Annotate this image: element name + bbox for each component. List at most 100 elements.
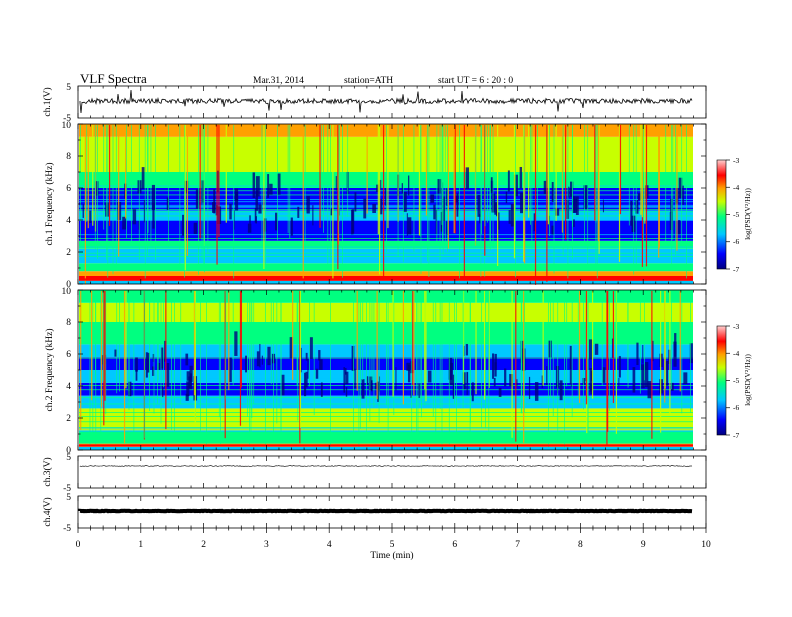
spectrogram-spike: [372, 291, 373, 380]
spectrogram-spike: [247, 291, 248, 417]
ch1-cb-tick-m4: -4: [733, 183, 739, 192]
spectrogram-band: [79, 290, 693, 303]
spectrogram-spike: [568, 125, 569, 279]
spectrogram-spike: [481, 125, 482, 234]
spectrogram-tone-line: [79, 261, 693, 262]
spectrogram-tone-line: [79, 404, 693, 405]
spectrogram-dark-patch: [673, 342, 676, 367]
spectrogram-spike: [564, 291, 565, 448]
spectrogram-dark-patch: [492, 353, 494, 378]
spectrogram-spike: [147, 125, 148, 256]
spectrogram-tone-line: [79, 206, 693, 207]
spectrogram-tone-line: [79, 428, 693, 429]
spectrogram-dark-patch: [363, 199, 366, 219]
date-label: Mar.31, 2014: [253, 76, 304, 86]
spectrogram-spike: [288, 125, 289, 233]
spectrogram-dark-patch: [354, 192, 356, 211]
spectrogram-tone-line: [79, 375, 693, 376]
spectrogram-spike: [440, 291, 441, 409]
spectrogram-band: [79, 344, 693, 357]
spectrogram-spike: [490, 125, 491, 248]
ch2-cb-tick-m4: -4: [733, 349, 739, 358]
spectrogram-spike: [116, 291, 117, 393]
spectrogram-dark-patch: [234, 331, 237, 356]
spectrogram-spike: [671, 291, 672, 389]
spectrogram-spike: [273, 291, 274, 438]
spectrogram-dark-patch: [494, 378, 496, 386]
spectrogram-spike: [636, 125, 637, 269]
spectrogram-spike: [347, 125, 348, 217]
ch1-cb-tick-m6: -6: [733, 237, 739, 246]
spectrogram-spike: [360, 291, 361, 429]
ch2-colorbar-label: log(PSD(V²/Hz)): [743, 354, 752, 406]
spectrogram-spike: [587, 125, 588, 264]
spectrogram-spike: [171, 291, 172, 430]
spectrogram-dark-patch: [345, 372, 348, 385]
spectrogram-spike: [550, 291, 551, 398]
spectrogram-spike: [427, 125, 428, 261]
ch3-ytick-top: 5: [66, 453, 71, 463]
spectrogram-spike: [109, 125, 110, 226]
ch2-spectrogram-image: [79, 290, 693, 450]
spectrogram-spike: [420, 125, 421, 237]
spectrogram-spike: [672, 125, 673, 240]
spectrogram-tone-line: [79, 412, 693, 413]
spectrogram-spike: [549, 125, 550, 236]
spectrogram-spike: [548, 125, 549, 224]
spectrogram-spike: [158, 291, 159, 380]
x-tick-7: 7: [515, 540, 520, 550]
spectrogram-spike: [88, 125, 89, 228]
spectrogram-band: [79, 322, 693, 344]
ch1-ytick-top: 5: [66, 83, 71, 93]
spectrogram-spike: [553, 291, 554, 416]
spectrogram-spike: [476, 125, 477, 245]
spectrogram-dark-patch: [603, 200, 604, 213]
spectrogram-spike: [646, 125, 647, 266]
spectrogram-dark-patch: [402, 183, 403, 193]
spectrogram-spike: [456, 291, 457, 443]
spectrogram-tone-line: [79, 247, 693, 248]
spectrogram-spike: [606, 291, 607, 446]
spectrogram-spike: [411, 291, 412, 436]
spectrogram-spike: [113, 125, 114, 274]
spectrogram-spike: [602, 291, 603, 386]
spectrogram-spike: [233, 291, 234, 385]
spectrogram-spike: [185, 125, 186, 270]
spectrogram-dark-patch: [407, 213, 408, 236]
spectrogram-spike: [92, 125, 93, 226]
spectrogram-spike: [330, 291, 331, 447]
ch1-cb-tick-m3: -3: [733, 156, 739, 165]
spectrogram-spike: [681, 291, 682, 413]
spectrogram-dark-patch: [509, 210, 511, 224]
spectrogram-spike: [481, 291, 482, 427]
spectrogram-dark-patch: [297, 207, 299, 218]
spectrogram-spike: [383, 125, 384, 279]
spectrogram-spike: [97, 125, 98, 259]
spectrogram-dark-patch: [630, 201, 632, 226]
spectrogram-spike: [528, 125, 529, 218]
spectrogram-spike: [353, 291, 354, 443]
spectrogram-spike: [680, 291, 681, 391]
spectrogram-dark-patch: [479, 214, 480, 223]
spectrogram-dark-patch: [262, 356, 263, 365]
ch1-spectrogram-image: [79, 124, 693, 285]
spectrogram-spike: [161, 291, 162, 424]
spectrogram-dark-patch: [122, 217, 126, 230]
spectrogram-dark-patch: [570, 358, 571, 383]
spectrogram-spike: [327, 125, 328, 267]
spectrogram-spike: [321, 125, 322, 216]
spectrogram-dark-patch: [641, 364, 644, 388]
spectrogram-tone-line: [79, 385, 693, 386]
spectrogram-tone-line: [79, 214, 693, 215]
spectrogram-spike: [583, 291, 584, 409]
spectrogram-dark-patch: [520, 193, 523, 214]
spectrogram-spike: [512, 291, 513, 438]
spectrogram-band: [79, 281, 693, 284]
ch1-waveform-yticks: 5 -5: [63, 83, 71, 124]
spectrogram-spike: [470, 291, 471, 423]
spectrogram-spike: [101, 291, 102, 408]
spectrogram-dark-patch: [186, 394, 189, 401]
spectrogram-spike: [300, 291, 301, 428]
spectrogram-spike: [658, 125, 659, 258]
spectrogram-dark-patch: [343, 367, 345, 393]
